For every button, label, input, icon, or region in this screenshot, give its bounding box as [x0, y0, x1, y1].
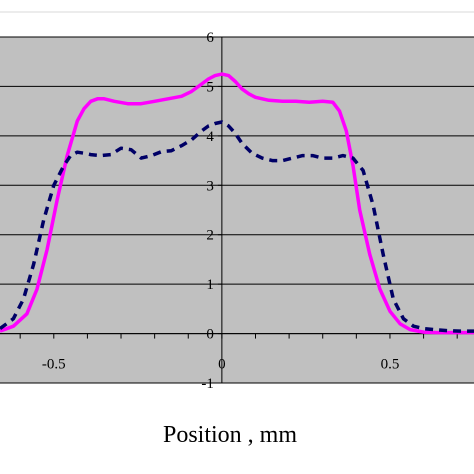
x-tick-label: 0 — [218, 357, 226, 373]
plot-area — [0, 37, 474, 383]
x-axis-label: Position , mm — [163, 422, 297, 448]
axes — [0, 36, 474, 384]
series-line-solid — [0, 72, 474, 335]
y-tick-label: 4 — [206, 129, 214, 145]
x-tick-label: 0.5 — [381, 357, 400, 373]
x-tick-label: -0.5 — [42, 357, 66, 373]
y-tick-label: 0 — [206, 327, 214, 343]
y-tick-label: 2 — [206, 228, 214, 244]
series-line-dashed — [0, 120, 474, 333]
y-tick-label: 3 — [206, 178, 214, 194]
y-tick-label: 5 — [206, 79, 214, 95]
y-tick-label: 6 — [206, 30, 214, 46]
y-tick-label: -1 — [201, 376, 214, 392]
series-layer — [0, 72, 474, 335]
chart-frame-top — [0, 0, 474, 37]
y-tick-label: 1 — [206, 277, 214, 293]
